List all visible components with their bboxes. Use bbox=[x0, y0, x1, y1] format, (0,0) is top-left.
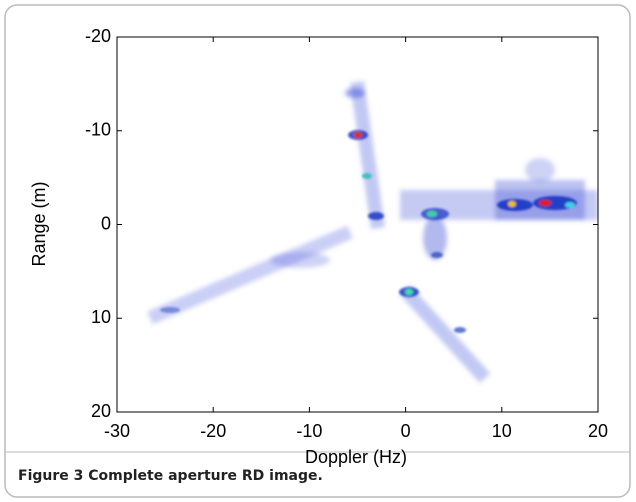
x-tick-label: -10 bbox=[296, 421, 322, 441]
y-axis-label: Range (m) bbox=[29, 181, 49, 266]
x-tick-label: 0 bbox=[401, 421, 411, 441]
x-tick-label: 10 bbox=[492, 421, 512, 441]
x-axis-label: Doppler (Hz) bbox=[305, 447, 407, 467]
heatmap-image bbox=[147, 81, 598, 383]
figure-frame bbox=[4, 4, 631, 498]
x-tick-label: -30 bbox=[104, 421, 130, 441]
y-tick-label: 0 bbox=[101, 213, 111, 233]
y-tick-label: -10 bbox=[85, 120, 111, 140]
y-tick-label: 20 bbox=[91, 401, 111, 421]
x-tick-label: -20 bbox=[200, 421, 226, 441]
y-tick-label: 10 bbox=[91, 307, 111, 327]
figure-caption: Figure 3 Complete aperture RD image. bbox=[18, 468, 323, 484]
x-tick-label: 20 bbox=[588, 421, 608, 441]
y-tick-label: -20 bbox=[85, 26, 111, 46]
